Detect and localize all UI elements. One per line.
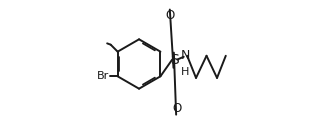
Text: N: N bbox=[181, 49, 190, 62]
Text: O: O bbox=[166, 9, 175, 22]
Text: H: H bbox=[181, 67, 189, 77]
Text: Br: Br bbox=[97, 71, 109, 81]
Text: O: O bbox=[173, 102, 182, 115]
Text: S: S bbox=[170, 53, 179, 67]
